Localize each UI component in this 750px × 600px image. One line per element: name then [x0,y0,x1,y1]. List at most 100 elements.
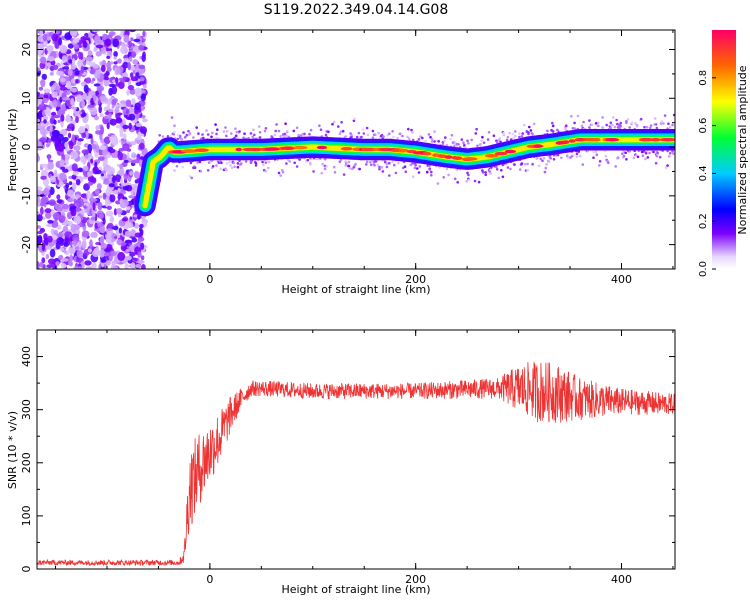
noise-blob [78,168,83,173]
noise-blob [51,111,57,116]
spectral-halo [267,166,270,170]
spectral-halo [388,161,391,165]
spectral-halo [258,136,262,139]
noise-blob [59,172,67,181]
spectral-halo [398,132,402,135]
noise-blob [56,110,65,116]
noise-blob [65,128,72,132]
noise-blob [71,174,77,180]
spectral-halo [173,124,176,127]
spectral-halo [397,161,400,165]
spectral-halo [381,170,385,173]
noise-blob [75,79,79,84]
noise-blob [86,190,91,200]
noise-blob [47,138,53,143]
spectral-halo [529,129,533,132]
spectral-halo [479,143,483,146]
spectral-halo [663,114,667,117]
spectral-halo [573,121,576,125]
spectral-halo [588,126,591,129]
spectral-halo [450,134,454,137]
spectral-halo [265,159,269,163]
noise-blob [128,30,136,33]
noise-blob [129,252,136,257]
noise-blob [49,175,56,183]
spectral-halo [466,139,469,143]
noise-blob [109,194,116,203]
noise-blob [47,56,55,62]
colorbar-tick-label: 0.2 [698,213,709,229]
colorbar-tick-label: 0.6 [698,118,709,134]
spectral-halo [605,123,608,127]
x-tick-label: 200 [405,573,426,586]
noise-blob [43,104,47,110]
noise-blob [92,64,100,69]
spectral-halo [643,125,646,129]
signal-peak [605,137,620,142]
spectral-halo [277,129,281,133]
noise-blob [60,114,65,122]
spectral-halo [391,130,394,133]
noise-blob [142,84,147,89]
spectral-halo [662,122,665,125]
spectral-halo [437,140,441,143]
noise-blob [43,187,50,196]
spectral-halo [581,163,585,166]
spectral-halo [576,114,580,118]
spectral-halo [411,175,415,179]
spectral-halo [565,124,568,127]
noise-blob [102,192,107,200]
spectrogram-frame [36,29,676,270]
spectral-halo [222,130,226,133]
spectral-halo [233,136,236,140]
noise-blob [100,64,106,72]
noise-blob [56,233,64,238]
spectral-halo [286,129,289,133]
noise-blob [57,119,61,124]
spectral-halo [639,117,643,121]
spectral-halo [273,133,277,137]
noise-blob [137,131,142,139]
noise-blob [97,201,103,211]
spectral-halo [481,135,484,139]
noise-blob [50,60,56,66]
noise-blob [87,152,92,161]
x-tick-label: 0 [206,573,213,586]
spectral-halo [539,157,543,161]
noise-blob [107,230,114,236]
spectral-halo [275,123,278,126]
spectral-halo [234,127,237,130]
noise-blob [83,165,89,172]
noise-blob [39,62,46,70]
spectral-halo [344,135,348,138]
noise-blob [138,64,146,70]
spectral-halo [385,165,389,169]
signal-peak [235,147,242,152]
spectral-halo [597,124,600,128]
noise-blob [102,149,109,156]
spectral-halo [588,119,591,122]
noise-blob [119,100,128,104]
noise-blob [114,174,122,183]
spectral-halo [668,126,672,129]
spectral-halo [433,140,436,143]
spectrogram-image [37,30,675,269]
noise-blob [69,205,78,211]
noise-blob [104,260,111,266]
noise-blob [47,154,51,161]
signal-peak [650,137,661,142]
spectral-halo [453,140,456,144]
spectral-halo [374,133,377,136]
spectral-halo [373,163,376,167]
noise-blob [51,91,58,98]
noise-blob [77,138,84,142]
noise-blob [139,223,144,229]
spectral-halo [425,170,429,174]
spectral-halo [176,137,180,141]
noise-blob [46,108,51,117]
noise-blob [56,199,63,204]
spectral-halo [453,177,457,181]
noise-blob [100,266,105,269]
spectral-halo [230,132,233,135]
spectral-halo [380,166,384,169]
